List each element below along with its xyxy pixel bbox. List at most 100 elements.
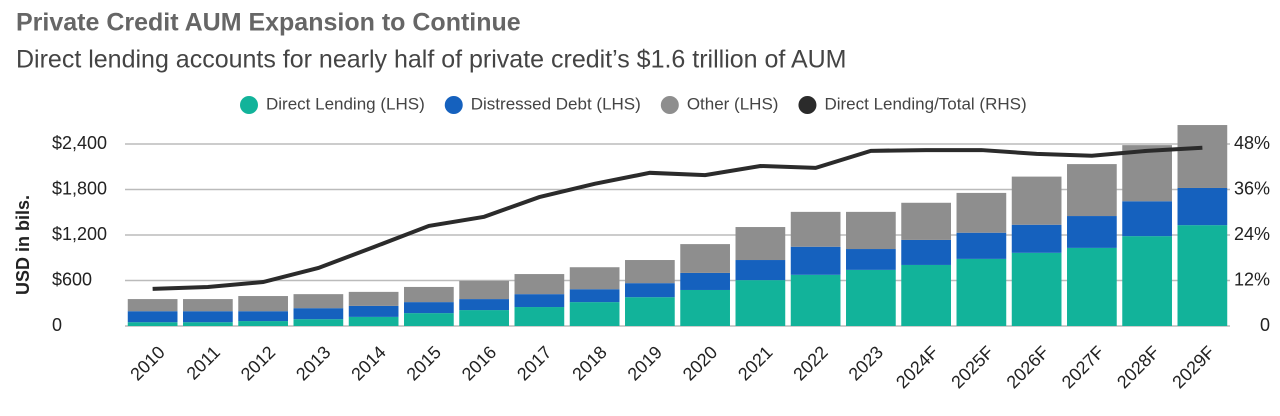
bar-segment	[183, 299, 233, 312]
bar-segment	[735, 280, 786, 326]
bar-segment	[1177, 187, 1228, 226]
legend-label: Direct Lending (LHS)	[266, 94, 425, 113]
bar-segment	[846, 249, 896, 270]
bar-segment	[238, 311, 288, 322]
y-axis-label: USD in bils.	[13, 195, 33, 295]
bar-segment	[514, 307, 565, 326]
bar-segment	[293, 294, 344, 309]
x-tick-label: 2013	[292, 342, 334, 384]
bar-segment	[404, 302, 454, 314]
bar-segment	[514, 294, 565, 308]
chart-subtitle: Direct lending accounts for nearly half …	[16, 46, 847, 74]
bar-segment	[1177, 225, 1228, 326]
x-tick-label: 2011	[183, 342, 225, 384]
x-tick-label: 2028F	[1113, 342, 1163, 392]
y2-tick-label: 0	[1260, 315, 1270, 335]
bar-segment	[514, 274, 565, 295]
bar-segment	[901, 202, 951, 240]
bar-segment	[1067, 216, 1117, 248]
x-tick-label: 2010	[126, 342, 168, 384]
x-tick-label: 2024F	[892, 342, 942, 392]
bar-segment	[680, 272, 730, 290]
x-tick-label: 2027F	[1058, 342, 1108, 392]
bar-segment	[901, 264, 951, 326]
x-tick-label: 2017	[513, 342, 555, 384]
y-tick-label: $600	[52, 269, 92, 289]
x-tick-label: 2023	[845, 342, 887, 384]
legend-label: Distressed Debt (LHS)	[471, 94, 641, 113]
y2-tick-label: 48%	[1234, 133, 1270, 153]
bar-segment	[901, 239, 951, 265]
x-tick-label: 2012	[237, 342, 279, 384]
legend-label: Other (LHS)	[687, 94, 779, 113]
bar-segment	[1011, 224, 1062, 253]
bar-segment	[625, 297, 675, 326]
bar-segment	[956, 258, 1007, 326]
bar-segment	[846, 269, 896, 326]
bar-segment	[404, 313, 454, 326]
bar-segment	[238, 321, 288, 326]
bar-segment	[183, 311, 233, 323]
y2-tick-label: 12%	[1234, 269, 1270, 289]
x-tick-label: 2022	[789, 342, 831, 384]
bar-segment	[956, 232, 1007, 259]
bar-segment	[127, 322, 178, 326]
legend-marker	[660, 96, 679, 114]
bar-segment	[846, 211, 896, 250]
x-tick-label: 2025F	[947, 342, 997, 392]
x-tick-label: 2018	[568, 342, 610, 384]
y-tick-label: $1,800	[52, 178, 107, 198]
bar-segment	[680, 244, 730, 273]
bar-segment	[1177, 125, 1228, 188]
bar-segment	[459, 280, 509, 300]
bar-segment	[790, 211, 841, 247]
y-tick-label: 0	[52, 315, 62, 335]
bar-segment	[183, 322, 233, 326]
x-tick-label: 2014	[347, 342, 389, 384]
legend-label: Direct Lending/Total (RHS)	[824, 94, 1026, 113]
bar-segment	[1122, 201, 1172, 237]
bar-segment	[127, 299, 178, 312]
chart-title: Private Credit AUM Expansion to Continue	[16, 9, 521, 37]
bar-segment	[625, 283, 675, 298]
bar-segment	[459, 310, 509, 326]
x-tick-label: 2015	[403, 342, 445, 384]
bar-segment	[956, 192, 1007, 233]
bar-segment	[790, 246, 841, 275]
bar-segment	[348, 305, 399, 317]
bar-segment	[735, 227, 786, 261]
y-tick-label: $2,400	[52, 133, 107, 153]
x-tick-label: 2029F	[1168, 342, 1218, 392]
bar-segment	[1011, 252, 1062, 326]
bar-segment	[569, 302, 620, 326]
bar-segment	[790, 274, 841, 326]
bar-segment	[680, 289, 730, 326]
legend-marker	[444, 96, 463, 114]
bar-segment	[348, 316, 399, 326]
bar-segment	[1122, 236, 1172, 326]
bar-segment	[127, 311, 178, 323]
x-tick-label: 2016	[458, 342, 500, 384]
x-tick-label: 2021	[734, 342, 776, 384]
bar-segment	[404, 286, 454, 303]
bar-segment	[293, 308, 344, 320]
legend-marker	[798, 96, 817, 114]
legend-marker	[240, 96, 258, 114]
bar-segment	[348, 291, 399, 306]
bar-segment	[1122, 145, 1172, 202]
y2-tick-label: 24%	[1234, 224, 1270, 244]
x-tick-label: 2026F	[1003, 342, 1053, 392]
y-tick-label: $1,200	[52, 224, 107, 244]
bar-segment	[1067, 247, 1117, 326]
y2-tick-label: 36%	[1234, 178, 1270, 198]
bar-segment	[1067, 164, 1117, 217]
bar-segment	[238, 296, 288, 312]
x-tick-label: 2020	[679, 342, 721, 384]
bar-segment	[569, 267, 620, 290]
bar-segment	[625, 260, 675, 284]
line	[152, 145, 1203, 291]
x-tick-label: 2019	[624, 342, 666, 384]
bar-segment	[1011, 176, 1062, 225]
